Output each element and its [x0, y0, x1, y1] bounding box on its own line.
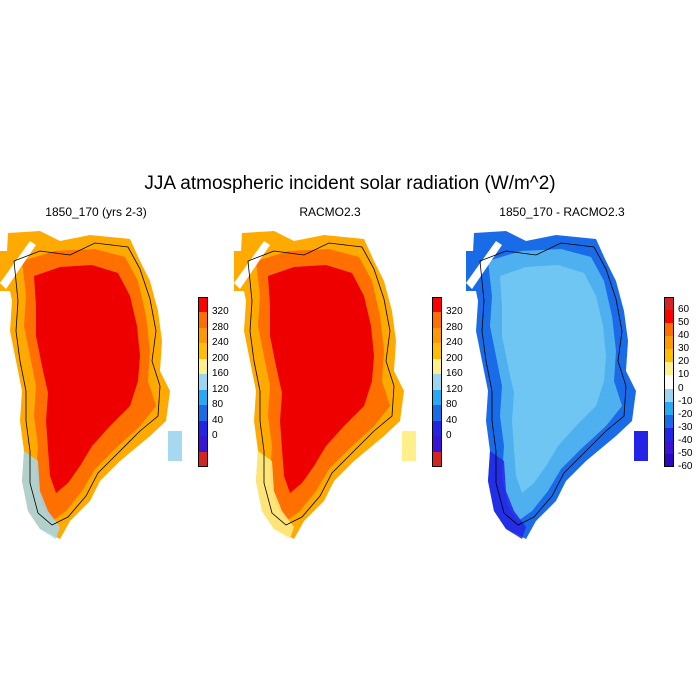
panel-model: 1850_170 (yrs 2-3) 320 280 240 200 160 120 80 4… — [0, 205, 236, 539]
colorbar-tick-label: 280 — [212, 321, 229, 333]
colorbar-swatch — [432, 358, 442, 375]
panel-difference: 1850_170 - RACMO2.3 60 50 40 30 20 10 0 -10 -20-… — [466, 205, 700, 539]
colorbar-swatch — [198, 358, 208, 375]
colorbar-swatch — [664, 388, 674, 403]
southern-rim-region — [256, 451, 294, 539]
colorbar-tick-label: 40 — [446, 414, 458, 426]
colorbar-tick-label: -30 — [678, 421, 693, 433]
colorbar-tick-label: 40 — [212, 414, 224, 426]
panel-title: 1850_170 - RACMO2.3 — [499, 205, 625, 219]
colorbar-swatch — [198, 405, 208, 422]
colorbar-tick-label: 40 — [678, 330, 690, 342]
coastline — [247, 242, 395, 526]
colorbar: 60 50 40 30 20 10 0 -10 -20 -30 -40 -50 -60 — [664, 297, 700, 472]
colorbar-swatch — [664, 414, 674, 429]
coastline — [479, 242, 627, 526]
colorbar-tick-label: 320 — [212, 306, 229, 318]
colorbar-tick-label: 80 — [446, 399, 458, 411]
colorbar: 320 280 240 200 160 120 80 40 0 — [198, 297, 268, 468]
colorbar-swatch — [198, 312, 208, 329]
colorbar-frame — [664, 297, 674, 467]
colorbar-tick-label: -10 — [678, 395, 693, 407]
colorbar-tick-label: -60 — [678, 461, 693, 472]
colorbar-swatch — [664, 336, 674, 350]
panel-title: 1850_170 (yrs 2-3) — [45, 205, 147, 219]
colorbar-tick-label: 0 — [446, 430, 452, 442]
missing-data-stripe — [466, 241, 502, 289]
colorbar-swatch — [432, 420, 442, 437]
colorbar-tick-label: 20 — [678, 356, 690, 368]
colorbar-swatch — [664, 362, 674, 376]
greenland-map — [466, 231, 648, 539]
panel-title: RACMO2.3 — [299, 205, 361, 219]
colorbar-swatch — [432, 312, 442, 329]
colorbar-tick-label: 160 — [446, 368, 463, 380]
colorbar-swatch — [664, 323, 674, 337]
colorbar-tick-label: -50 — [678, 447, 693, 459]
colorbar-swatch — [664, 453, 674, 468]
colorbar-tick-label: -20 — [678, 408, 693, 420]
colorbar-tick-label: 240 — [446, 337, 463, 349]
colorbar-swatch — [198, 389, 208, 406]
colorbar-swatch — [664, 427, 674, 442]
southern-rim-region — [22, 451, 60, 539]
colorbar-swatch — [664, 401, 674, 416]
missing-data-stripe — [234, 241, 270, 289]
colorbar-swatch — [664, 349, 674, 363]
colorbar-swatch — [198, 451, 208, 468]
missing-data-stripe — [0, 241, 36, 289]
ice-interior-region — [268, 265, 374, 493]
island-fragment — [168, 431, 182, 461]
panel-racmo: RACMO2.3 320 280 240 200 160 120 80 40 0 — [234, 205, 470, 539]
colorbar-tick-label: 320 — [446, 306, 463, 318]
colorbar-tick-label: -40 — [678, 434, 693, 446]
colorbar-swatch — [198, 343, 208, 360]
colorbar-tick-label: 0 — [212, 430, 218, 442]
colorbar-swatch — [432, 436, 442, 453]
colorbar-swatch — [432, 451, 442, 468]
colorbar-swatch — [664, 310, 674, 324]
island-fragment — [402, 431, 416, 461]
colorbar-tick-label: 240 — [212, 337, 229, 349]
colorbar: 320 280 240 200 160 120 80 40 0 — [432, 297, 502, 468]
colorbar-swatch — [664, 440, 674, 455]
colorbar-tick-label: 50 — [678, 317, 690, 329]
colorbar-swatch — [198, 327, 208, 344]
colorbar-tick-label: 200 — [446, 352, 463, 364]
greenland-map — [234, 231, 416, 539]
colorbar-tick-label: 120 — [446, 383, 463, 395]
colorbar-swatch — [664, 375, 674, 390]
colorbar-swatch — [198, 374, 208, 391]
island-fragment — [634, 431, 648, 461]
colorbar-swatch — [432, 343, 442, 360]
colorbar-tick-label: 80 — [212, 399, 224, 411]
coastline — [13, 242, 161, 526]
colorbar-swatch — [198, 297, 208, 313]
colorbar-swatch — [432, 297, 442, 313]
colorbar-tick-label: 10 — [678, 369, 690, 381]
colorbar-tick-label: 160 — [212, 368, 229, 380]
colorbar-tick-label: 0 — [678, 382, 684, 394]
colorbar-frame — [198, 297, 208, 467]
greenland-map — [0, 231, 182, 539]
colorbar-tick-label: 120 — [212, 383, 229, 395]
colorbar-swatch — [198, 436, 208, 453]
colorbar-swatch — [664, 297, 674, 311]
colorbar-tick-label: 60 — [678, 304, 690, 316]
colorbar-swatch — [432, 374, 442, 391]
colorbar-swatch — [432, 327, 442, 344]
southern-rim-region — [488, 451, 526, 539]
colorbar-tick-label: 280 — [446, 321, 463, 333]
colorbar-swatch — [432, 405, 442, 422]
colorbar-frame — [432, 297, 442, 467]
figure-title: JJA atmospheric incident solar radiation… — [144, 173, 556, 194]
colorbar-swatch — [432, 389, 442, 406]
ice-interior-region — [500, 265, 606, 493]
colorbar-tick-label: 200 — [212, 352, 229, 364]
ice-interior-region — [34, 265, 140, 493]
colorbar-swatch — [198, 420, 208, 437]
colorbar-tick-label: 30 — [678, 343, 690, 355]
